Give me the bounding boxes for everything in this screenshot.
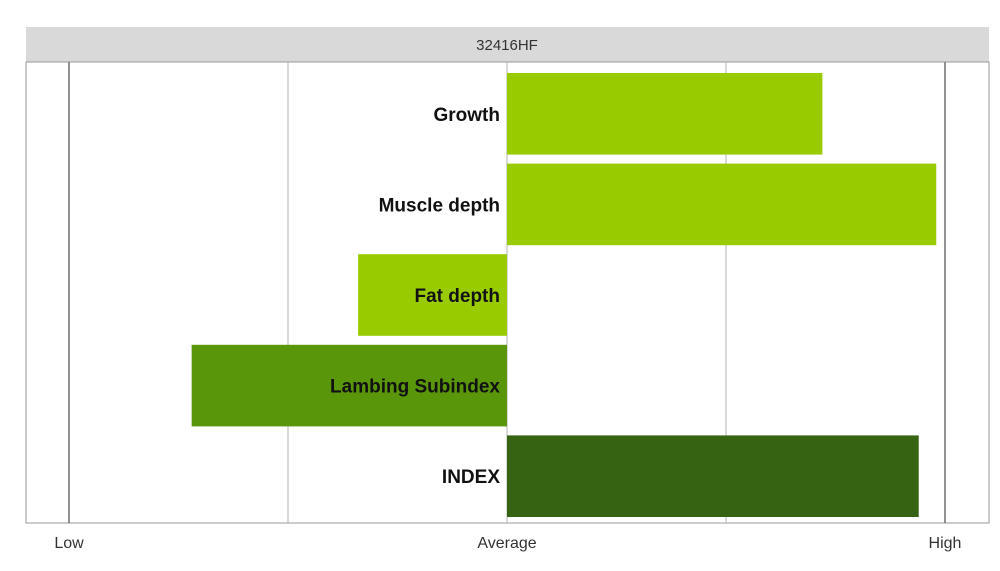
tick-label-low: Low (54, 535, 84, 552)
bar-fat-depth (358, 254, 507, 336)
category-label-growth: Growth (434, 105, 501, 126)
bar-growth (507, 73, 823, 155)
category-label-fat-depth: Fat depth (415, 286, 501, 307)
tick-label-high: High (929, 535, 962, 552)
tick-label-average: Average (477, 535, 536, 552)
bar-muscle-depth (507, 163, 937, 246)
category-label-lambing-subindex: Lambing Subindex (330, 377, 500, 398)
category-label-muscle-depth: Muscle depth (379, 195, 500, 216)
category-label-index: INDEX (442, 467, 500, 488)
bar-index (507, 435, 919, 517)
chart-header (26, 27, 989, 62)
bar-lambing-subindex (191, 344, 507, 427)
chart-title: 32416HF (476, 37, 538, 54)
